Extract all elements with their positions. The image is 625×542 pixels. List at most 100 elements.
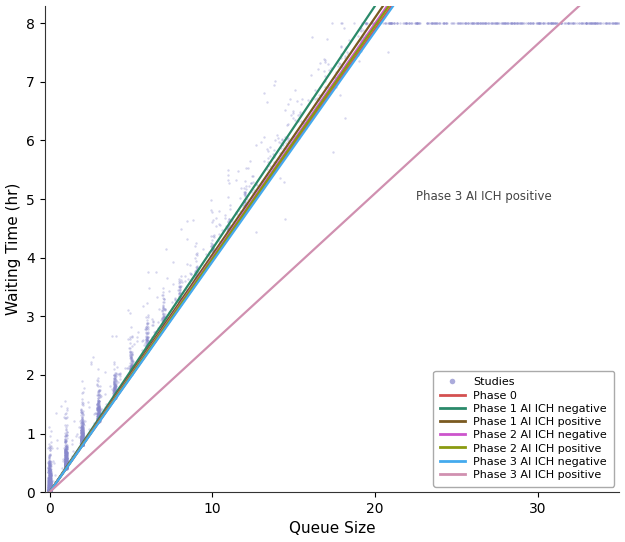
Point xyxy=(125,370,135,378)
Point xyxy=(62,464,72,473)
Point xyxy=(401,19,411,28)
Point xyxy=(61,462,71,471)
Point xyxy=(61,431,71,440)
Point xyxy=(111,382,121,391)
Point xyxy=(141,328,151,337)
Point xyxy=(77,441,87,449)
Point xyxy=(191,274,201,282)
Point xyxy=(45,481,55,490)
Point xyxy=(556,19,566,28)
Point xyxy=(46,482,56,491)
Point xyxy=(48,456,58,465)
Point xyxy=(78,387,88,396)
Point xyxy=(76,434,86,442)
Point xyxy=(46,477,56,486)
Point xyxy=(159,323,169,332)
Point xyxy=(93,416,103,425)
Point xyxy=(44,480,54,488)
Point xyxy=(110,393,120,402)
Point xyxy=(174,292,184,301)
Point xyxy=(248,172,258,180)
Point xyxy=(61,452,71,461)
Point xyxy=(45,480,55,488)
Point xyxy=(60,461,70,469)
Point xyxy=(92,377,103,385)
Point xyxy=(174,296,184,305)
Point xyxy=(386,19,396,28)
Point xyxy=(44,483,54,492)
Point xyxy=(44,485,54,494)
Point xyxy=(109,392,119,401)
Point xyxy=(321,83,331,92)
Point xyxy=(68,447,78,455)
Point xyxy=(78,438,88,447)
Point xyxy=(43,487,53,496)
Point xyxy=(389,19,399,28)
Point xyxy=(44,486,54,495)
Point xyxy=(52,444,62,453)
Point xyxy=(58,456,68,465)
Point xyxy=(479,19,489,28)
Point xyxy=(59,444,69,453)
Point xyxy=(44,475,54,484)
Point xyxy=(92,406,102,415)
Point xyxy=(126,334,136,343)
Point xyxy=(159,315,169,324)
Point xyxy=(223,223,233,232)
Point xyxy=(60,456,70,465)
Point xyxy=(77,431,87,440)
Point xyxy=(61,409,71,417)
Point xyxy=(45,486,55,494)
Point xyxy=(78,437,88,446)
Point xyxy=(44,478,54,486)
Point xyxy=(174,295,184,304)
Point xyxy=(612,19,622,28)
Point xyxy=(93,414,103,423)
Point xyxy=(44,484,54,493)
Point xyxy=(46,478,56,486)
Point xyxy=(101,399,111,408)
Point xyxy=(604,19,614,28)
Point xyxy=(438,19,448,28)
Point xyxy=(44,484,54,493)
Point xyxy=(159,318,169,327)
Point xyxy=(62,453,72,462)
Point xyxy=(46,461,56,469)
Point xyxy=(506,19,516,28)
Point xyxy=(290,86,300,94)
Point xyxy=(498,19,508,28)
Point xyxy=(341,54,351,62)
Point xyxy=(76,435,86,444)
Point xyxy=(44,486,54,494)
Point xyxy=(46,487,56,496)
Point xyxy=(46,438,56,447)
Point xyxy=(357,33,367,41)
Point xyxy=(78,440,88,448)
Point xyxy=(94,412,104,421)
Point xyxy=(77,438,87,447)
Point xyxy=(61,460,71,469)
Point xyxy=(61,453,71,461)
Point xyxy=(76,437,86,446)
Point xyxy=(265,152,275,160)
Point xyxy=(126,364,136,373)
Point xyxy=(45,486,55,494)
Point xyxy=(62,448,72,457)
Point xyxy=(251,140,261,149)
Point xyxy=(92,415,103,424)
Point xyxy=(125,370,135,379)
Point xyxy=(208,250,218,259)
Point xyxy=(43,474,53,482)
Point xyxy=(77,430,87,439)
Point xyxy=(111,377,121,385)
Point xyxy=(45,483,55,492)
Point xyxy=(512,19,522,28)
Point xyxy=(92,413,103,422)
Point xyxy=(241,164,251,172)
Point xyxy=(472,19,482,28)
Point xyxy=(94,414,104,422)
Point xyxy=(109,380,119,389)
Point xyxy=(44,423,54,431)
Point xyxy=(191,262,201,271)
Point xyxy=(44,483,54,492)
